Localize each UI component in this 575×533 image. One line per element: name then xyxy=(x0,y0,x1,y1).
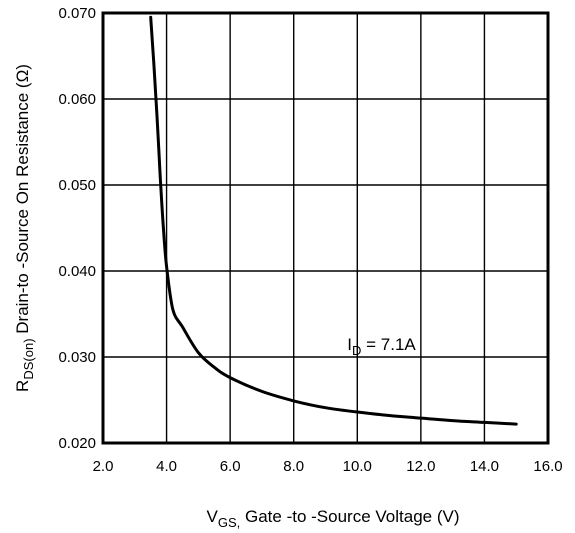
annotation-main: I xyxy=(347,335,352,354)
y-tick-label: 0.060 xyxy=(58,91,96,108)
y-tick-label: 0.040 xyxy=(58,263,96,280)
x-tick-labels: 2.0 4.0 6.0 8.0 10.0 12.0 14.0 16.0 xyxy=(93,458,563,475)
series-line xyxy=(149,15,518,426)
annotation-rest: = 7.1A xyxy=(361,335,416,354)
x-tick-label: 16.0 xyxy=(533,458,562,475)
x-tick-label: 2.0 xyxy=(93,458,114,475)
y-tick-label: 0.050 xyxy=(58,177,96,194)
x-tick-label: 6.0 xyxy=(220,458,241,475)
x-tick-label: 12.0 xyxy=(406,458,435,475)
x-axis-label: VGS, Gate -to -Source Voltage (V) xyxy=(207,507,460,530)
annotation-sub: D xyxy=(352,343,361,358)
x-axis-label-main: V xyxy=(207,507,219,526)
x-tick-label: 4.0 xyxy=(156,458,177,475)
x-axis-label-sub: GS, xyxy=(218,515,240,530)
y-axis-label-sub: DS(on) xyxy=(21,338,36,379)
y-axis-label-main: R xyxy=(13,380,32,392)
current-annotation: ID = 7.1A xyxy=(347,335,416,358)
plot-frame xyxy=(101,11,550,445)
y-tick-label: 0.070 xyxy=(58,5,96,22)
x-axis-label-rest: Gate -to -Source Voltage (V) xyxy=(240,507,459,526)
y-tick-label: 0.030 xyxy=(58,349,96,366)
x-tick-label: 10.0 xyxy=(343,458,372,475)
y-axis-label-rest: Drain-to -Source On Resistance (Ω) xyxy=(13,64,32,338)
y-tick-label: 0.020 xyxy=(58,435,96,452)
y-axis-label: RDS(on) Drain-to -Source On Resistance (… xyxy=(13,64,36,392)
x-tick-label: 8.0 xyxy=(283,458,304,475)
x-tick-label: 14.0 xyxy=(470,458,499,475)
grid-lines xyxy=(103,13,548,443)
y-tick-labels: 0.020 0.030 0.040 0.050 0.060 0.070 xyxy=(58,5,96,452)
